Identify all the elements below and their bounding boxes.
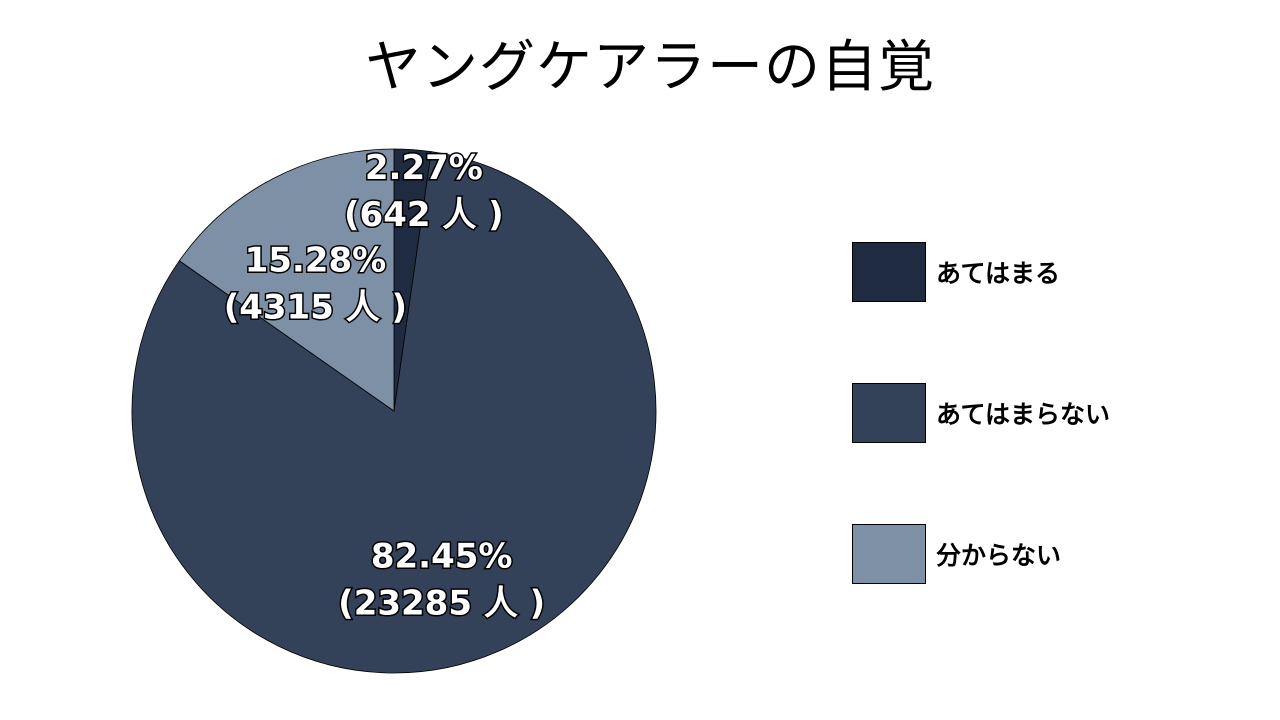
legend-swatch: [852, 383, 926, 443]
legend-item-wakaranai: 分からない: [852, 523, 1061, 585]
slice-count-label: (642 人 ): [344, 195, 504, 235]
legend-label: あてはまらない: [936, 400, 1111, 429]
pie-slice: [178, 148, 395, 412]
pie-slice: [131, 151, 657, 674]
legend-swatch: [852, 242, 926, 302]
legend-item-atehamaranai: あてはまらない: [852, 382, 1110, 444]
chart-title: ヤングケアラーの自覚: [365, 35, 935, 100]
legend-item-atehamaru: あてはまる: [852, 241, 1060, 303]
slice-count-label: (4315 人 ): [224, 288, 407, 328]
legend-swatch: [852, 524, 926, 584]
pie-labels: 2.27% (642 人 ) 82.45% (23285 人 ) 15.28% (4315…: [222, 146, 546, 624]
slice-percent-label: 82.45%: [371, 536, 513, 576]
legend-label: あてはまる: [936, 259, 1061, 288]
slice-percent-label: 2.27%: [365, 148, 483, 188]
pie-slices: [131, 148, 657, 674]
legend-label: 分からない: [936, 541, 1062, 570]
slice-percent-label: 15.28%: [245, 241, 387, 281]
slice-count-label: (23285 人 ): [338, 583, 545, 623]
